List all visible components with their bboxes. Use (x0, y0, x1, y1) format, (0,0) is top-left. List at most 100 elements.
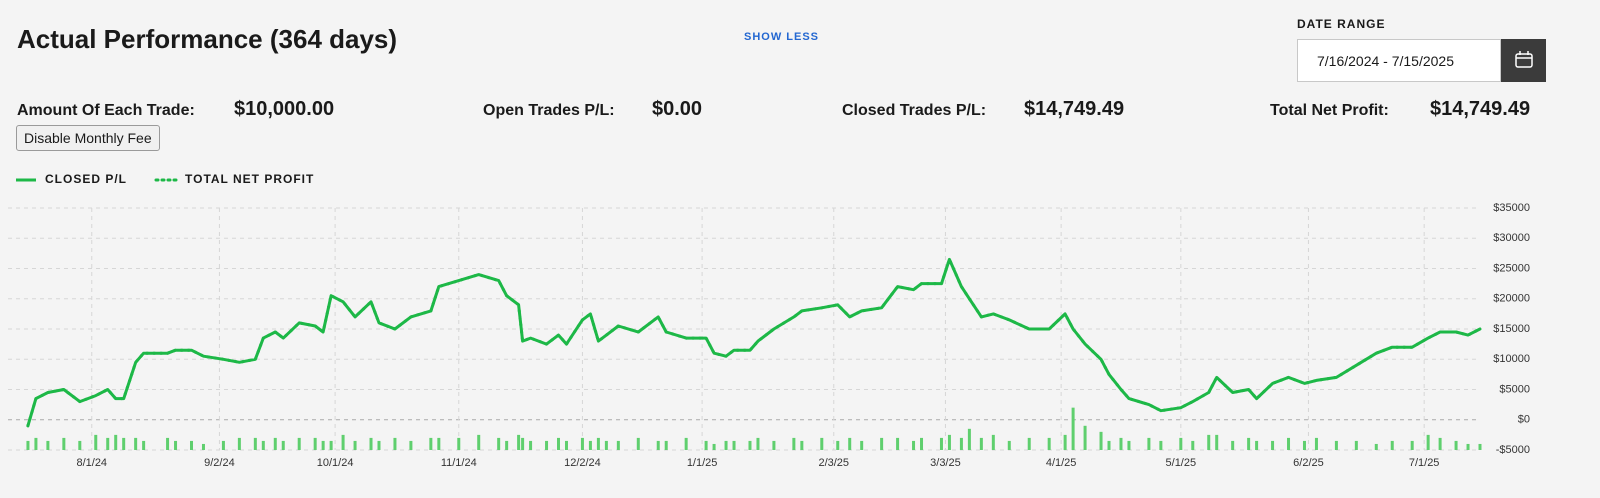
volume-bar (369, 437, 373, 450)
volume-bar (664, 440, 668, 450)
volume-bar (979, 437, 983, 450)
volume-bar (748, 440, 752, 450)
volume-bar (166, 437, 170, 450)
volume-bar (967, 428, 971, 450)
volume-bar (1231, 440, 1235, 450)
volume-bar (1179, 437, 1183, 450)
volume-bar (297, 437, 301, 450)
volume-bar (820, 437, 824, 450)
volume-bar (46, 440, 50, 450)
y-tick-label: $0 (1518, 414, 1530, 426)
volume-bar (497, 437, 501, 450)
volume-bar (1426, 434, 1430, 450)
volume-bar (912, 440, 916, 450)
volume-bar (1099, 431, 1103, 450)
volume-bar (604, 440, 608, 450)
x-tick-label: 7/1/25 (1409, 457, 1440, 469)
volume-bar (836, 440, 840, 450)
volume-bar (253, 437, 257, 450)
volume-bar (1083, 425, 1087, 450)
volume-bar (1071, 407, 1075, 450)
volume-bar (545, 440, 549, 450)
volume-bar (564, 440, 568, 450)
volume-bar (704, 440, 708, 450)
stat-label: Closed Trades P/L: (842, 102, 987, 119)
x-tick-label: 8/1/24 (76, 457, 107, 469)
volume-bar (880, 437, 884, 450)
volume-bar (1255, 440, 1259, 450)
net-profit-line (26, 257, 1482, 428)
volume-bar (78, 440, 82, 450)
volume-bar (429, 437, 433, 450)
volume-bar (596, 437, 600, 450)
volume-bar (34, 437, 38, 450)
calendar-icon (1515, 51, 1533, 68)
volume-bar (939, 437, 943, 450)
volume-bar (505, 440, 509, 450)
x-tick-label: 6/2/25 (1293, 457, 1324, 469)
volume-bar (991, 434, 995, 450)
volume-bar (142, 440, 146, 450)
volume-bar (1271, 440, 1275, 450)
volume-bar (393, 437, 397, 450)
volume-bar (273, 437, 277, 450)
volume-bar (62, 437, 66, 450)
volume-bar (1107, 440, 1111, 450)
volume-bar (201, 443, 205, 450)
volume-bar (1454, 440, 1458, 450)
disable-fee-button[interactable]: Disable Monthly Fee (16, 125, 160, 151)
stat-label: Amount Of Each Trade: (17, 102, 195, 119)
chart: CLOSED P/L TOTAL NET PROFIT -$5000 $0 $5000 $… (8, 172, 1530, 469)
volume-bar (106, 437, 110, 450)
volume-bar (1466, 443, 1470, 450)
volume-bar (281, 440, 285, 450)
volume-bar (1302, 440, 1306, 450)
x-tick-label: 9/2/24 (204, 457, 235, 469)
volume-bar (353, 440, 357, 450)
y-tick-label: $35000 (1493, 202, 1530, 214)
date-range-input[interactable]: 7/16/2024 - 7/15/2025 (1297, 39, 1501, 82)
show-less-link[interactable]: SHOW LESS (744, 31, 820, 43)
volume-bar (756, 437, 760, 450)
volume-bar (329, 440, 333, 450)
volume-bar (341, 434, 345, 450)
x-tick-label: 4/1/25 (1046, 457, 1077, 469)
page-title: Actual Performance (364 days) (17, 24, 398, 54)
volume-bar (1334, 440, 1338, 450)
volume-bar (1007, 440, 1011, 450)
closed-pl-line (26, 257, 1482, 428)
volume-bar (377, 440, 381, 450)
x-tick-label: 2/3/25 (818, 457, 849, 469)
x-tick-label: 12/2/24 (564, 457, 601, 469)
volume-bar (1147, 437, 1151, 450)
volume-bar (122, 437, 126, 450)
x-tick-label: 5/1/25 (1166, 457, 1197, 469)
volume-bar (1438, 437, 1442, 450)
volume-bar (1390, 440, 1394, 450)
volume-bar (712, 443, 716, 450)
volume-bar (1063, 434, 1067, 450)
volume-bar (517, 434, 521, 450)
y-tick-label: $5000 (1499, 383, 1530, 395)
volume-bar (772, 440, 776, 450)
volume-bar (896, 437, 900, 450)
volume-bar (724, 440, 728, 450)
volume-bar (94, 434, 98, 450)
x-tick-label: 11/1/24 (441, 457, 477, 469)
volume-bar (237, 437, 241, 450)
y-tick-label: $20000 (1493, 293, 1530, 305)
stat-value: $14,749.49 (1430, 98, 1531, 120)
volume-bar (636, 437, 640, 450)
volume-bar (1119, 437, 1123, 450)
stat-value: $0.00 (652, 98, 703, 120)
volume-bar (1354, 440, 1358, 450)
volume-bar (521, 437, 525, 450)
calendar-button[interactable] (1501, 39, 1546, 82)
volume-bar (457, 437, 461, 450)
volume-bar (792, 437, 796, 450)
volume-bar (959, 437, 963, 450)
stat-label: Total Net Profit: (1270, 102, 1389, 119)
volume-bar (860, 440, 864, 450)
